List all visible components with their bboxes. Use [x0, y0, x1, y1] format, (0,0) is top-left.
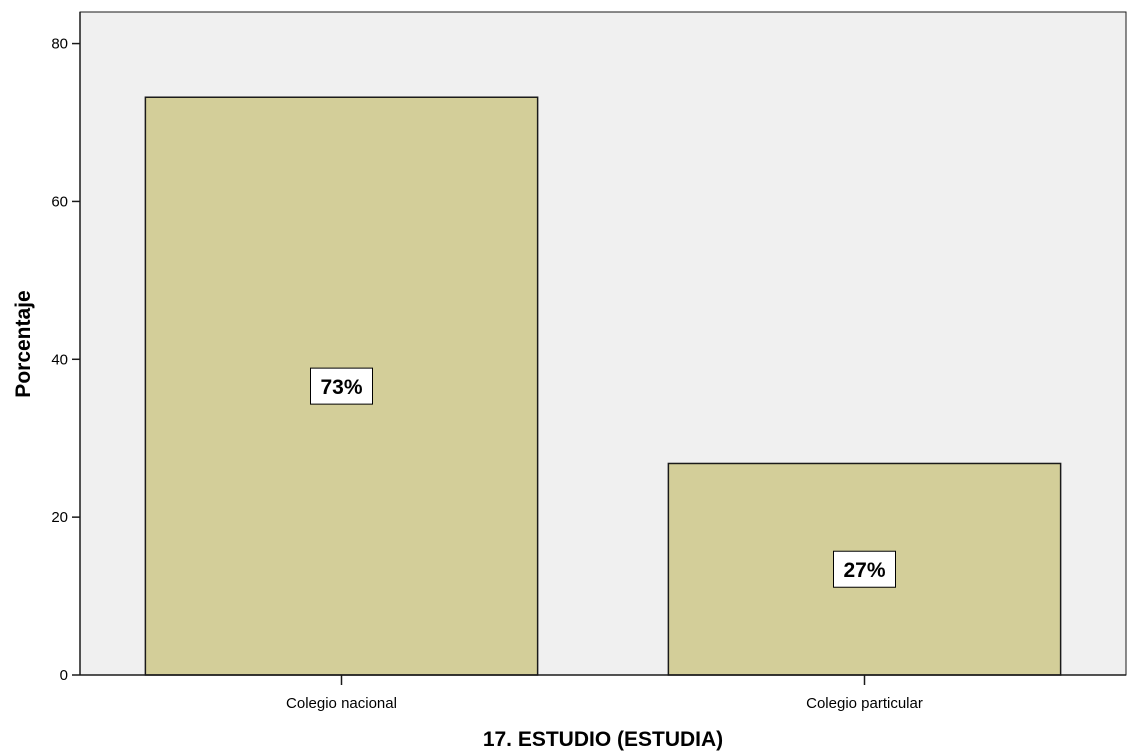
data-label-box	[310, 367, 373, 405]
data-label-box	[833, 550, 896, 588]
y-axis-title: Porcentaje	[12, 290, 35, 397]
y-tick-label: 80	[51, 36, 68, 53]
data-label: 73%	[320, 376, 362, 399]
data-labels: 73% 27%	[310, 367, 896, 588]
y-tick-label: 40	[51, 351, 68, 368]
bars	[144, 96, 1062, 676]
x-category-label: Colegio nacional	[286, 695, 397, 712]
y-tick-label: 60	[51, 193, 68, 210]
y-tick-label: 20	[51, 509, 68, 526]
x-axis-title: 17. ESTUDIO (ESTUDIA)	[483, 728, 723, 751]
x-axis-categories: Colegio nacional Colegio particular	[286, 675, 923, 712]
y-tick-label: 0	[60, 667, 68, 684]
data-label: 27%	[843, 559, 885, 582]
y-axis-ticks: 0 20 40 60 80	[51, 36, 80, 684]
x-category-label: Colegio particular	[806, 695, 923, 712]
